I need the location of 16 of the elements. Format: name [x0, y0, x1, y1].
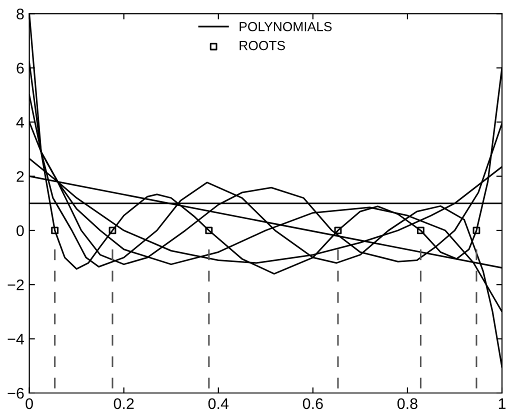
y-tick-label: 6 — [16, 62, 24, 74]
x-tick-label: 0.4 — [208, 398, 229, 410]
x-tick-label: 0 — [26, 398, 33, 410]
legend-label: POLYNOMIALS — [240, 22, 332, 32]
y-tick-label: 2 — [16, 171, 24, 182]
legend-label: ROOTS — [240, 40, 285, 50]
y-tick-label: 8 — [16, 8, 24, 20]
x-tick-label: 0.2 — [114, 398, 134, 410]
y-tick-label: 0 — [16, 225, 24, 236]
x-tick-label: 1 — [498, 398, 506, 409]
y-tick-label: 4 — [16, 117, 24, 128]
y-tick-label: −4 — [8, 334, 24, 344]
x-tick-label: 0.6 — [302, 398, 323, 410]
y-tick-label: −2 — [8, 279, 24, 290]
y-tick-label: −6 — [8, 388, 24, 399]
x-tick-label: 0.8 — [397, 398, 418, 410]
